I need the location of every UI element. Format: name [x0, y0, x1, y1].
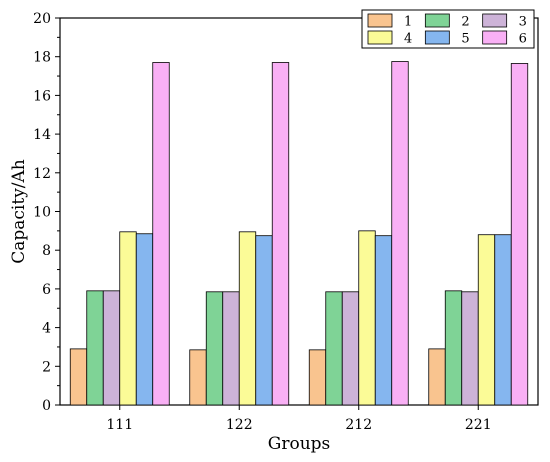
y-tick-label: 0 [42, 398, 51, 414]
legend-swatch-4 [367, 30, 393, 45]
bar-3-111 [102, 290, 121, 406]
bar-3-122 [222, 291, 240, 406]
y-tick-label: 18 [33, 50, 51, 66]
x-axis-title: Groups [268, 434, 331, 454]
bar-1-221 [428, 348, 446, 406]
legend: 1 2 3 4 5 6 [361, 9, 535, 49]
bar-4-122 [238, 231, 257, 406]
legend-swatch-5 [424, 30, 450, 45]
x-tick-label: 212 [345, 417, 372, 433]
bar-6-122 [271, 62, 290, 406]
x-tick-label: 221 [465, 417, 492, 433]
y-tick-label: 20 [33, 11, 51, 27]
bar-4-212 [358, 230, 376, 406]
y-tick-label: 14 [33, 127, 51, 143]
bar-6-111 [152, 62, 170, 406]
y-tick-label: 16 [33, 88, 51, 104]
bar-2-122 [205, 291, 224, 406]
x-axis: 111 122 212 221 [106, 405, 492, 433]
legend-swatch-2 [424, 13, 450, 28]
y-tick-label: 6 [42, 282, 51, 298]
y-tick-label: 8 [42, 243, 51, 259]
y-axis: 0 2 4 6 8 10 12 14 16 18 20 [33, 11, 60, 414]
bar-5-122 [255, 235, 273, 406]
bar-1-122 [189, 349, 207, 406]
bar-2-221 [444, 290, 463, 406]
bar-6-212 [391, 61, 409, 406]
y-tick-label: 10 [33, 205, 51, 221]
y-tick-label: 2 [42, 359, 51, 375]
legend-label-3: 3 [519, 15, 527, 30]
bar-5-111 [135, 233, 154, 406]
legend-swatch-3 [482, 13, 508, 28]
x-tick-label: 122 [226, 417, 253, 433]
bar-4-111 [119, 231, 137, 406]
y-tick-label: 4 [42, 321, 51, 337]
bars [69, 61, 529, 406]
legend-swatch-6 [482, 30, 508, 45]
bar-3-221 [461, 291, 479, 406]
bar-1-111 [69, 348, 88, 406]
legend-label-4: 4 [404, 32, 412, 47]
bar-3-212 [341, 291, 360, 406]
bar-4-221 [477, 234, 496, 406]
bar-2-111 [86, 290, 104, 406]
bar-5-221 [494, 234, 512, 406]
legend-label-2: 2 [461, 15, 469, 30]
y-axis-title: Capacity/Ah [9, 159, 29, 264]
bar-6-221 [510, 63, 529, 406]
y-tick-label: 12 [33, 166, 51, 182]
legend-label-1: 1 [404, 15, 412, 30]
legend-label-6: 6 [519, 32, 527, 47]
legend-swatch-1 [367, 13, 393, 28]
x-tick-label: 111 [106, 417, 133, 433]
bar-1-212 [308, 349, 327, 406]
legend-label-5: 5 [461, 32, 469, 47]
bar-5-212 [374, 235, 393, 406]
bar-2-212 [325, 291, 343, 406]
